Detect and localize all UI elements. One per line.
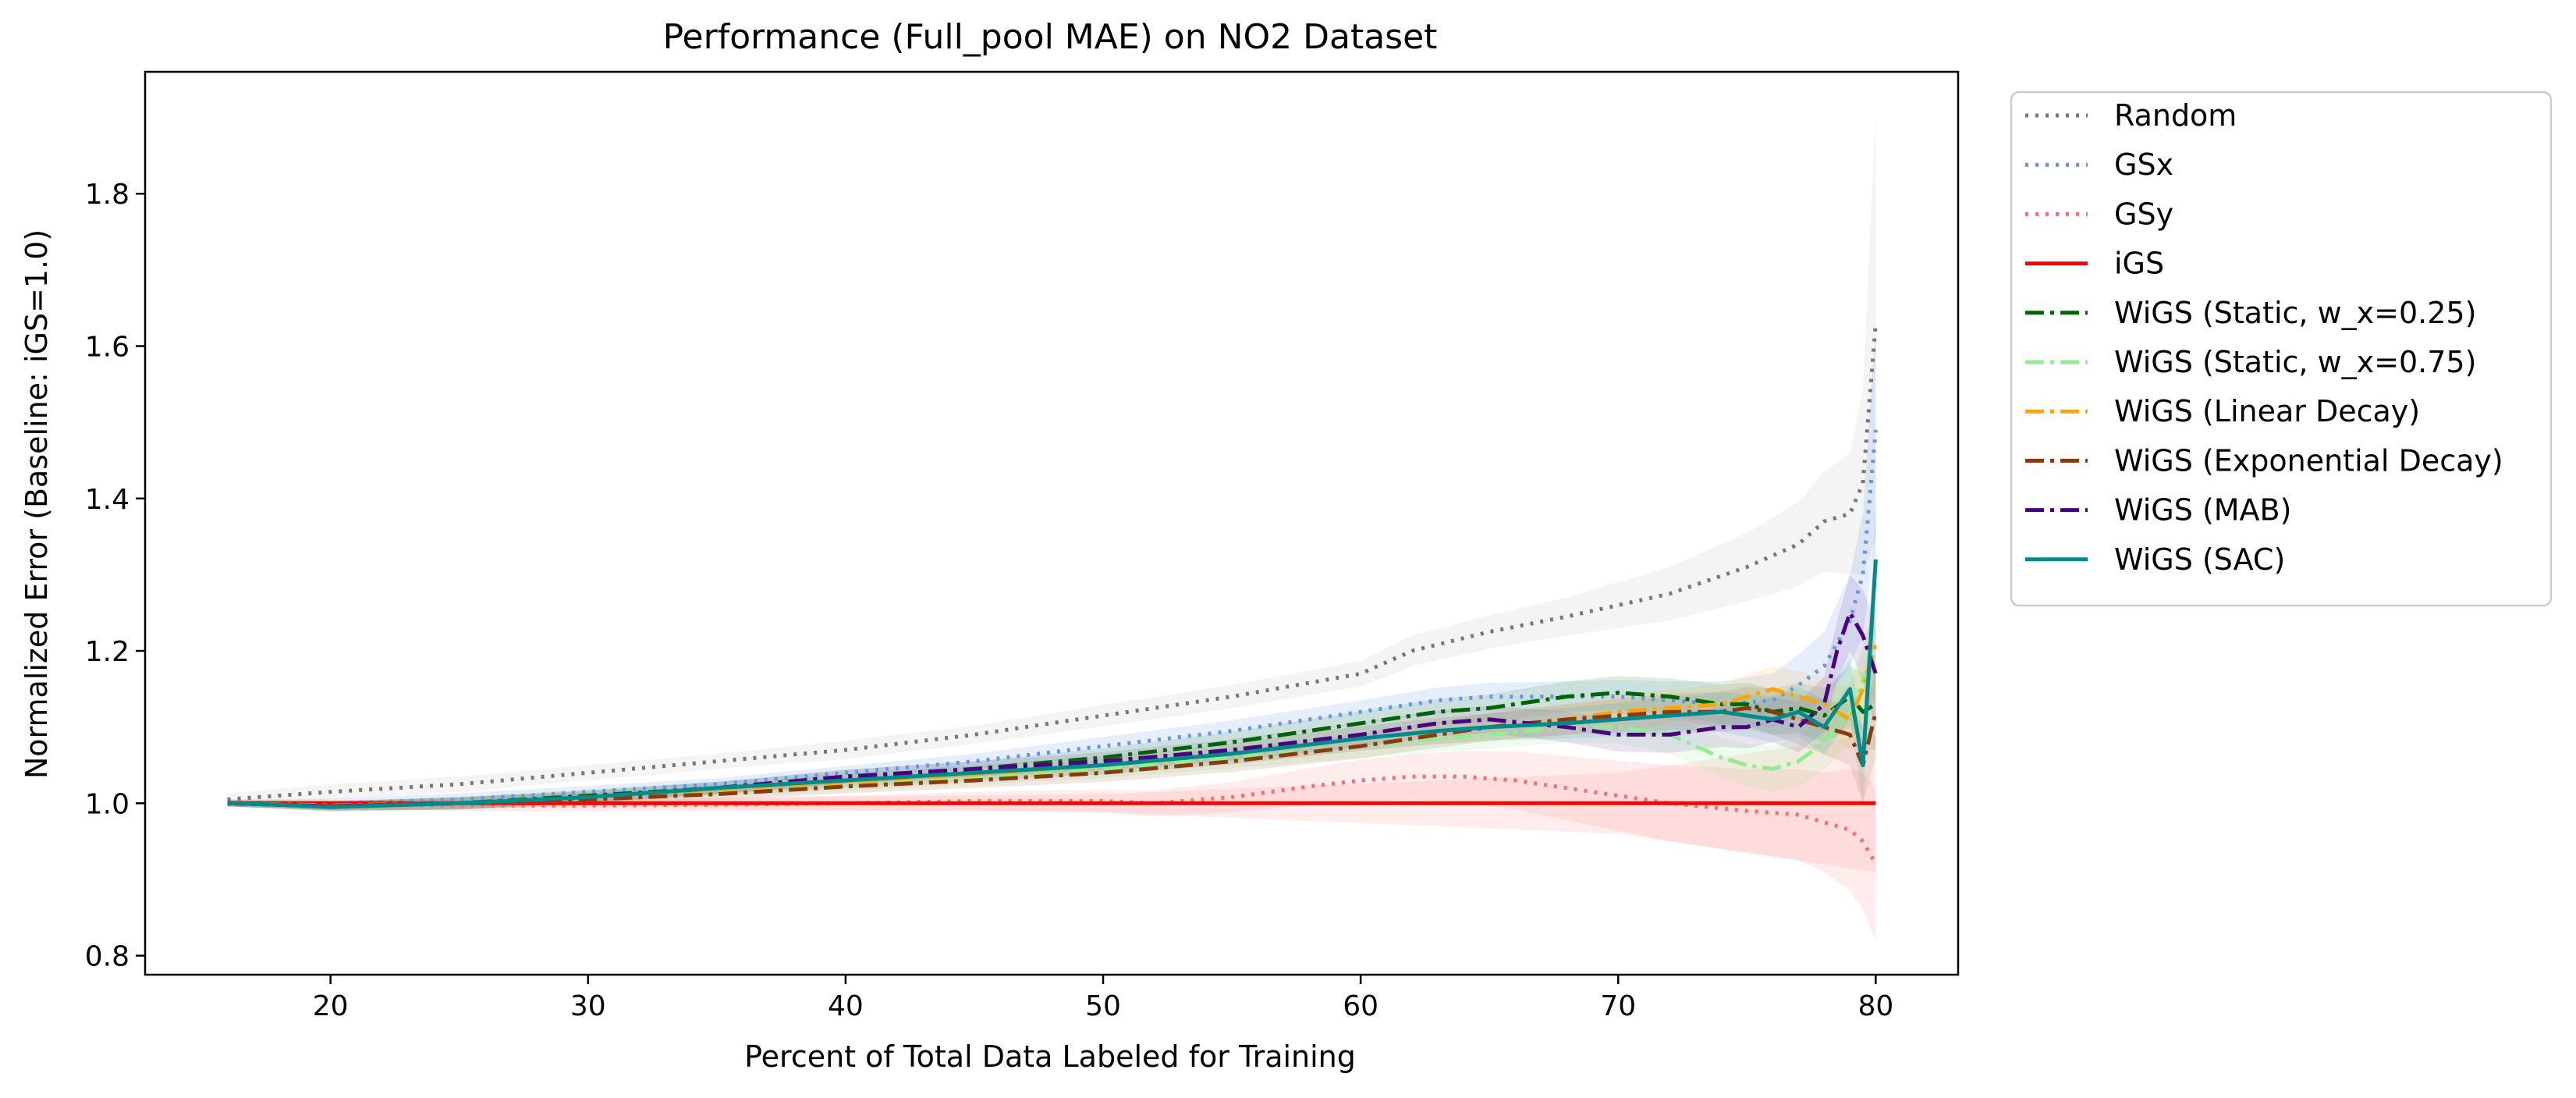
- legend-label-gsx: GSx: [2114, 147, 2173, 182]
- legend-label-wigs-static-w-x-0-75: WiGS (Static, w_x=0.75): [2114, 345, 2476, 379]
- band-gsx: [227, 323, 1876, 808]
- band-random: [227, 109, 1876, 806]
- axes: 20 30 40 50 60 70 80 0.8 1.0 1.2 1.4 1.6 1.8: [85, 70, 1960, 1022]
- legend-label-igs: iGS: [2114, 247, 2164, 281]
- series-line-wigs-sac: [227, 559, 1878, 809]
- x-tick-label: 50: [1085, 990, 1121, 1022]
- y-tick-label: 1.4: [85, 484, 130, 516]
- legend-box: [2010, 91, 2553, 607]
- legend-label-wigs-sac: WiGS (SAC): [2114, 542, 2285, 577]
- confidence-bands: [227, 109, 1876, 941]
- y-axis-label: Normalized Error (Baseline: iGS=1.0): [20, 229, 54, 779]
- x-tick-label: 30: [570, 990, 606, 1022]
- y-tick-label: 1.8: [85, 179, 130, 211]
- legend-label-wigs-exponential-decay: WiGS (Exponential Decay): [2114, 443, 2503, 478]
- y-tick-label: 1.2: [85, 636, 130, 668]
- y-tick-label: 0.8: [85, 941, 130, 973]
- x-tick-label: 60: [1343, 990, 1378, 1022]
- y-tick-label: 1.6: [85, 331, 130, 363]
- x-tick-label: 20: [313, 990, 349, 1022]
- series-line-random: [227, 322, 1878, 801]
- legend-label-wigs-mab: WiGS (MAB): [2114, 493, 2291, 528]
- legend-label-gsy: GSy: [2114, 197, 2173, 231]
- x-axis-label: Percent of Total Data Labeled for Traini…: [744, 1039, 1356, 1074]
- band-gsy: [227, 750, 1876, 941]
- x-tick-label: 80: [1857, 990, 1893, 1022]
- legend-label-wigs-linear-decay: WiGS (Linear Decay): [2114, 394, 2420, 428]
- x-tick-label: 70: [1600, 990, 1636, 1022]
- chart-title: Performance (Full_pool MAE) on NO2 Datas…: [663, 17, 1438, 57]
- legend-label-random: Random: [2114, 98, 2237, 133]
- band-wigs-exponential-decay: [227, 666, 1876, 812]
- legend: Random GSx GSy iGS WiGS (Static, w_x=0.25) Wi…: [2010, 91, 2553, 607]
- legend-label-wigs-static-w-x-0-25: WiGS (Static, w_x=0.25): [2114, 296, 2476, 330]
- x-tick-label: 40: [828, 990, 864, 1022]
- series-lines: [227, 322, 1878, 865]
- plot-frame: [144, 70, 1960, 976]
- y-tick-label: 1.0: [85, 788, 130, 820]
